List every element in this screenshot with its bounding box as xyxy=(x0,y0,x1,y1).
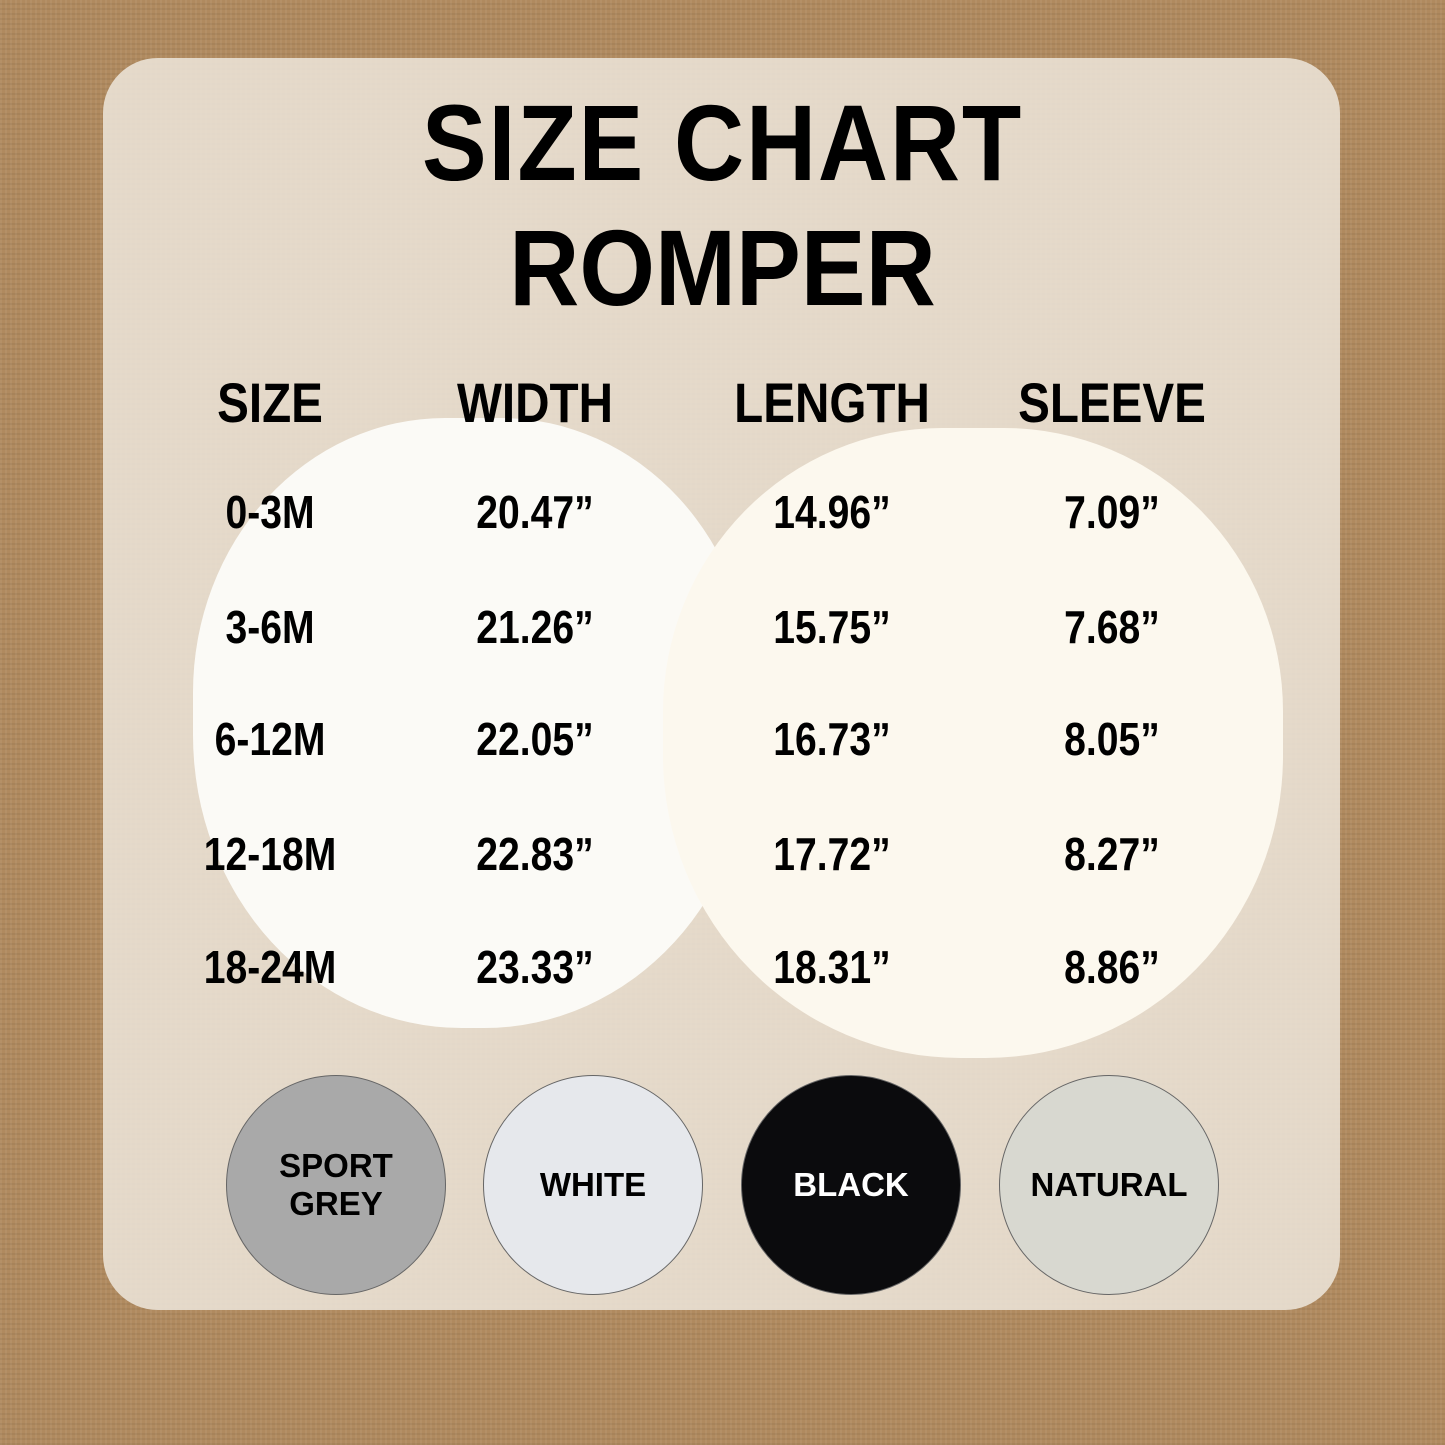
measurement-cell: 15.75” xyxy=(773,601,891,653)
measurement-cell: 21.26” xyxy=(476,601,594,653)
measurement-cell: 18.31” xyxy=(773,941,891,993)
color-label-line: GREY xyxy=(289,1185,383,1222)
measurement-cell: 7.68” xyxy=(1064,601,1160,653)
measurement-cell: 8.05” xyxy=(1064,713,1160,765)
color-swatch: WHITE xyxy=(483,1075,703,1295)
measurement-cell: 22.05” xyxy=(476,713,594,765)
natural-romper-image xyxy=(663,428,1283,1058)
color-label: SPORT GREY xyxy=(279,1147,393,1223)
color-label: BLACK xyxy=(793,1166,908,1204)
size-label: 12-18M xyxy=(203,828,337,880)
color-label: NATURAL xyxy=(1030,1166,1187,1204)
column-header: SLEEVE xyxy=(1018,371,1206,434)
column-header: SIZE xyxy=(217,371,323,434)
column-header: LENGTH xyxy=(734,371,930,434)
color-swatch: SPORT GREY xyxy=(226,1075,446,1295)
size-label: 18-24M xyxy=(203,941,337,993)
measurement-cell: 7.09” xyxy=(1064,486,1160,538)
color-label: WHITE xyxy=(540,1166,646,1204)
measurement-cell: 16.73” xyxy=(773,713,891,765)
page-subtitle: ROMPER xyxy=(509,207,936,328)
color-label-line: NATURAL xyxy=(1030,1166,1188,1204)
measurement-cell: 17.72” xyxy=(773,828,891,880)
white-romper-image xyxy=(193,418,753,1028)
color-swatch: BLACK xyxy=(741,1075,961,1295)
color-label-line: BLACK xyxy=(793,1166,909,1204)
measurement-cell: 23.33” xyxy=(476,941,594,993)
color-label-line: SPORT xyxy=(279,1147,393,1185)
size-label: 3-6M xyxy=(225,601,315,653)
measurement-cell: 8.27” xyxy=(1064,828,1160,880)
size-label: 6-12M xyxy=(214,713,326,765)
measurement-cell: 20.47” xyxy=(476,486,594,538)
page-title: SIZE CHART xyxy=(421,82,1024,203)
color-label-line: WHITE xyxy=(539,1166,647,1204)
measurement-cell: 14.96” xyxy=(773,486,891,538)
measurement-cell: 8.86” xyxy=(1064,941,1160,993)
measurement-cell: 22.83” xyxy=(476,828,594,880)
color-swatch: NATURAL xyxy=(999,1075,1219,1295)
column-header: WIDTH xyxy=(456,371,613,434)
size-label: 0-3M xyxy=(225,486,315,538)
